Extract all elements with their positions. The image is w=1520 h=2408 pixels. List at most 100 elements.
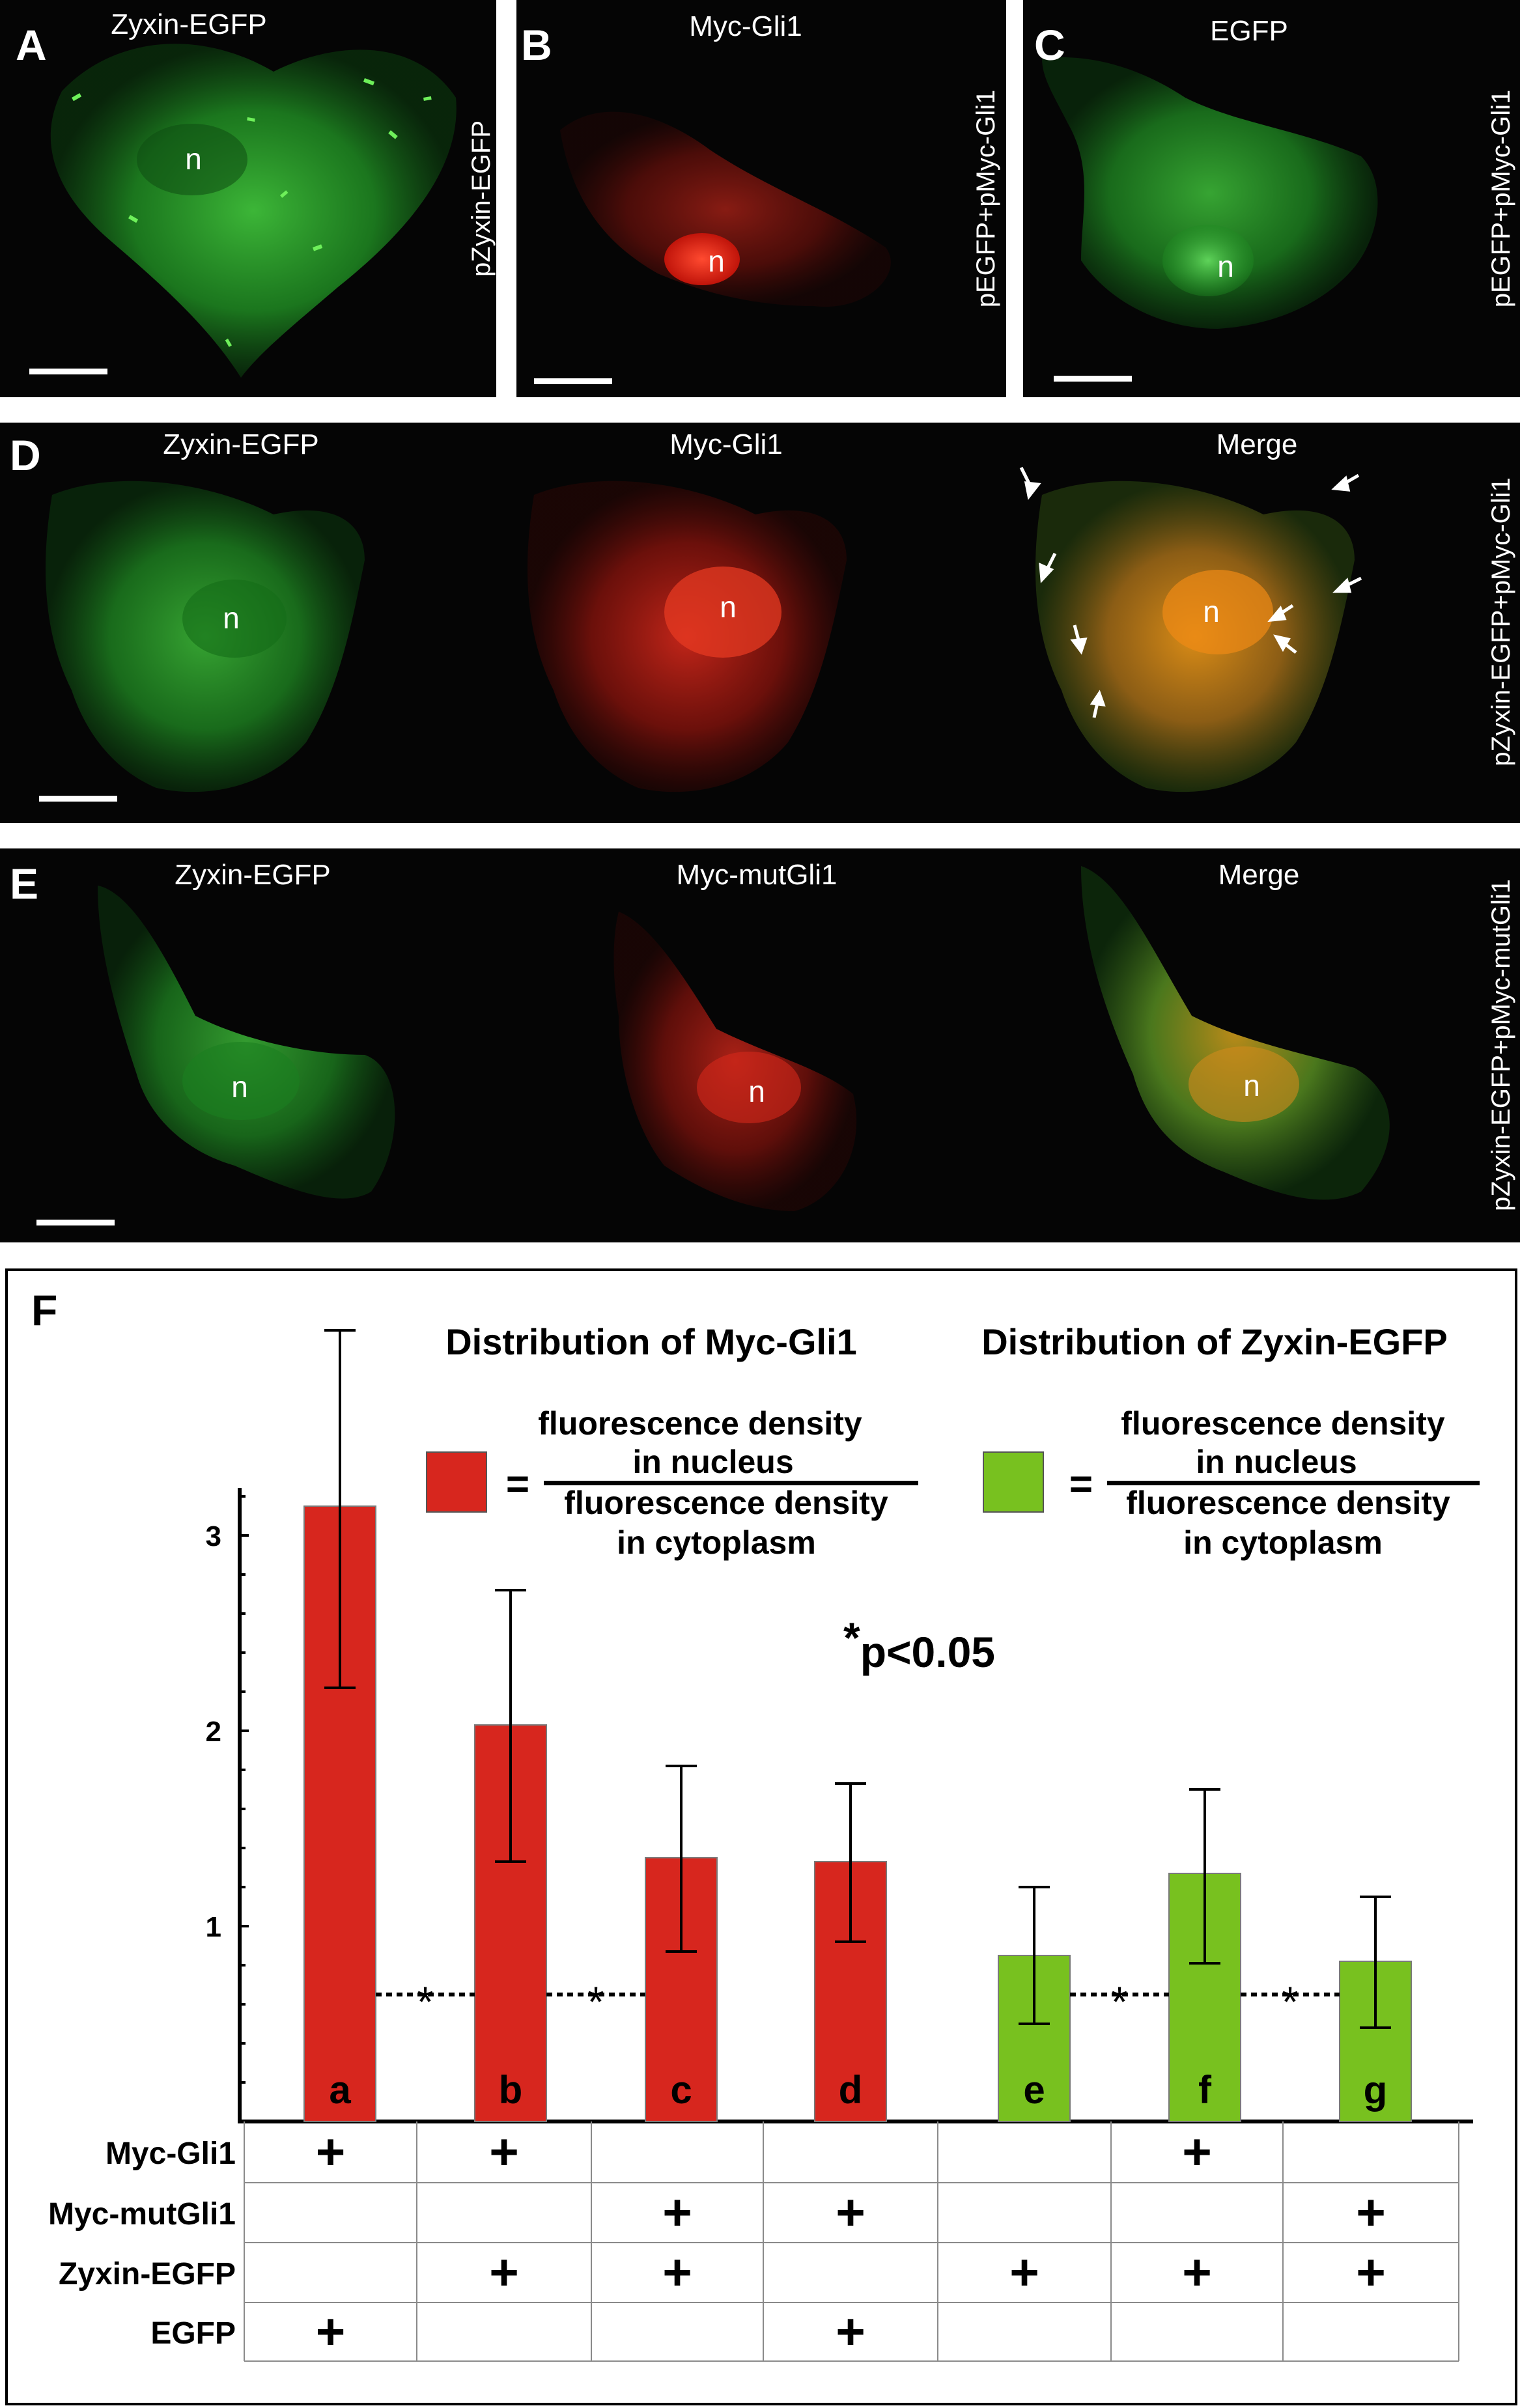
legend-green-num-2: in nucleus bbox=[1196, 1444, 1357, 1480]
panel-D-title-3: Merge bbox=[1217, 428, 1298, 460]
panel-E-title-3: Merge bbox=[1218, 859, 1300, 891]
panel-A-side-label: pZyxin-EGFP bbox=[467, 120, 496, 277]
pvalue-star: * bbox=[843, 1614, 860, 1662]
panel-F-frame bbox=[5, 1268, 1517, 2405]
panel-A-cell bbox=[50, 44, 457, 378]
panel-A-letter: A bbox=[16, 21, 47, 69]
table-row-label: EGFP bbox=[150, 2316, 236, 2351]
bar-label-b: b bbox=[499, 2068, 523, 2112]
significance-star-a-b: * bbox=[417, 1978, 434, 2026]
panel-D-title-2: Myc-Gli1 bbox=[669, 428, 783, 460]
panel-C-side-label: pEGFP+pMyc-Gli1 bbox=[1487, 90, 1515, 308]
panel-B-letter: B bbox=[521, 21, 552, 69]
y-tick-label: 1 bbox=[206, 1911, 221, 1943]
panel-E: E Zyxin-EGFP Myc-mutGli1 Merge n n n pZy… bbox=[0, 848, 1520, 1242]
panel-F-letter: F bbox=[31, 1286, 57, 1334]
panel-B-cell bbox=[560, 111, 891, 307]
legend-green-equals: = bbox=[1069, 1462, 1093, 1507]
pvalue-label: *p<0.05 bbox=[843, 1614, 995, 1676]
panel-B-title: Myc-Gli1 bbox=[689, 10, 802, 42]
significance-star-f-g: * bbox=[1282, 1978, 1299, 2026]
bar-label-g: g bbox=[1364, 2068, 1388, 2112]
table-row-label: Myc-mutGli1 bbox=[48, 2197, 236, 2232]
y-tick-label: 3 bbox=[206, 1520, 221, 1552]
table-plus-mark: + bbox=[836, 2303, 866, 2360]
table-plus-mark: + bbox=[662, 2243, 692, 2301]
panel-A: A Zyxin-EGFP n pZyxin-EGFP bbox=[0, 0, 496, 397]
table-row-label: Zyxin-EGFP bbox=[59, 2257, 236, 2291]
panel-A-nucleus-label: n bbox=[185, 142, 202, 176]
panel-C-title: EGFP bbox=[1210, 15, 1288, 47]
table-plus-mark: + bbox=[836, 2183, 866, 2241]
panel-E-merge-nucleus bbox=[1189, 1046, 1299, 1122]
panel-D-letter: D bbox=[10, 431, 41, 479]
legend-red-fraction-bar bbox=[544, 1481, 918, 1485]
panel-E-side-label: pZyxin-EGFP+pMyc-mutGli1 bbox=[1487, 879, 1515, 1211]
legend-red-num-2: in nucleus bbox=[632, 1444, 793, 1480]
table-plus-mark: + bbox=[1182, 2123, 1212, 2180]
panel-D-nucleus-label-1: n bbox=[223, 601, 240, 635]
panel-D-merge-nucleus bbox=[1162, 570, 1273, 654]
title-zyxin-egfp: Distribution of Zyxin-EGFP bbox=[981, 1321, 1448, 1362]
panel-C-nucleus bbox=[1162, 225, 1254, 296]
panel-D-scale-bar bbox=[39, 796, 117, 802]
table-plus-mark: + bbox=[662, 2183, 692, 2241]
panel-A-title: Zyxin-EGFP bbox=[111, 8, 267, 40]
table-plus-mark: + bbox=[489, 2123, 519, 2180]
panel-B-side-label: pEGFP+pMyc-Gli1 bbox=[972, 90, 1000, 308]
legend-green-num-1: fluorescence density bbox=[1121, 1405, 1445, 1442]
table-plus-mark: + bbox=[316, 2123, 346, 2180]
bar-label-e: e bbox=[1023, 2068, 1045, 2112]
legend-red-equals: = bbox=[506, 1462, 529, 1507]
panel-E-scale-bar bbox=[36, 1220, 115, 1225]
significance-markers: * * * * bbox=[376, 1978, 1340, 2026]
bar-label-c: c bbox=[670, 2068, 692, 2112]
panel-C: C EGFP n pEGFP+pMyc-Gli1 bbox=[1023, 0, 1520, 397]
legend-green-fraction-bar bbox=[1107, 1481, 1480, 1485]
significance-star-b-c: * bbox=[587, 1978, 604, 2026]
panel-E-nucleus-label-2: n bbox=[748, 1074, 765, 1108]
table-plus-mark: + bbox=[316, 2303, 346, 2360]
legend-red-num-1: fluorescence density bbox=[538, 1405, 862, 1442]
panel-B-nucleus bbox=[664, 233, 740, 285]
panel-C-letter: C bbox=[1034, 21, 1065, 69]
panel-E-title-2: Myc-mutGli1 bbox=[677, 859, 837, 891]
panel-E-title-1: Zyxin-EGFP bbox=[175, 859, 331, 891]
bar-label-d: d bbox=[839, 2068, 863, 2112]
y-tick-label: 2 bbox=[206, 1716, 221, 1748]
legend-red-den-1: fluorescence density bbox=[564, 1485, 888, 1521]
table-plus-mark: + bbox=[489, 2243, 519, 2301]
panel-B: B Myc-Gli1 n pEGFP+pMyc-Gli1 bbox=[516, 0, 1006, 397]
panel-E-merge-cell bbox=[1081, 866, 1390, 1200]
panel-D-arrows bbox=[1019, 466, 1362, 718]
legend-green-den-2: in cytoplasm bbox=[1183, 1524, 1383, 1561]
legend-green-swatch bbox=[983, 1451, 1044, 1513]
panel-E-green-nucleus bbox=[182, 1042, 300, 1120]
panel-C-scale-bar bbox=[1054, 376, 1132, 382]
panel-C-cell bbox=[1042, 57, 1378, 329]
bar-label-f: f bbox=[1198, 2068, 1212, 2112]
significance-star-e-f: * bbox=[1111, 1978, 1128, 2026]
panel-A-adhesions bbox=[72, 78, 432, 347]
panel-A-nucleus bbox=[137, 124, 247, 195]
treatment-table: Myc-Gli1 + + +Myc-mutGli1 + + +Zyxin-EGFP + + + + +… bbox=[48, 2121, 1459, 2362]
title-myc-gli1: Distribution of Myc-Gli1 bbox=[445, 1321, 857, 1362]
panel-B-scale-bar bbox=[534, 378, 612, 384]
legend-red-den-2: in cytoplasm bbox=[617, 1524, 816, 1561]
table-row-label: Myc-Gli1 bbox=[106, 2136, 236, 2171]
panel-D-green-nucleus bbox=[182, 580, 287, 658]
panel-E-nucleus-label-3: n bbox=[1243, 1069, 1260, 1102]
bars: a b c d e f g bbox=[303, 1329, 1412, 2122]
panel-A-scale-bar bbox=[29, 369, 107, 374]
legend-green-den-1: fluorescence density bbox=[1126, 1485, 1450, 1521]
panel-B-nucleus-label: n bbox=[708, 244, 725, 278]
panel-E-red-nucleus bbox=[697, 1052, 801, 1123]
panel-F: F Distribution of Myc-Gli1 Distribution … bbox=[5, 1268, 1517, 2405]
table-plus-mark: + bbox=[1356, 2183, 1386, 2241]
table-plus-mark: + bbox=[1009, 2243, 1039, 2301]
table-plus-mark: + bbox=[1356, 2243, 1386, 2301]
y-axis-ticks: 1 2 3 bbox=[206, 1495, 249, 2084]
panel-D-red-nucleus bbox=[664, 567, 781, 658]
panel-D-nucleus-label-2: n bbox=[720, 590, 737, 624]
